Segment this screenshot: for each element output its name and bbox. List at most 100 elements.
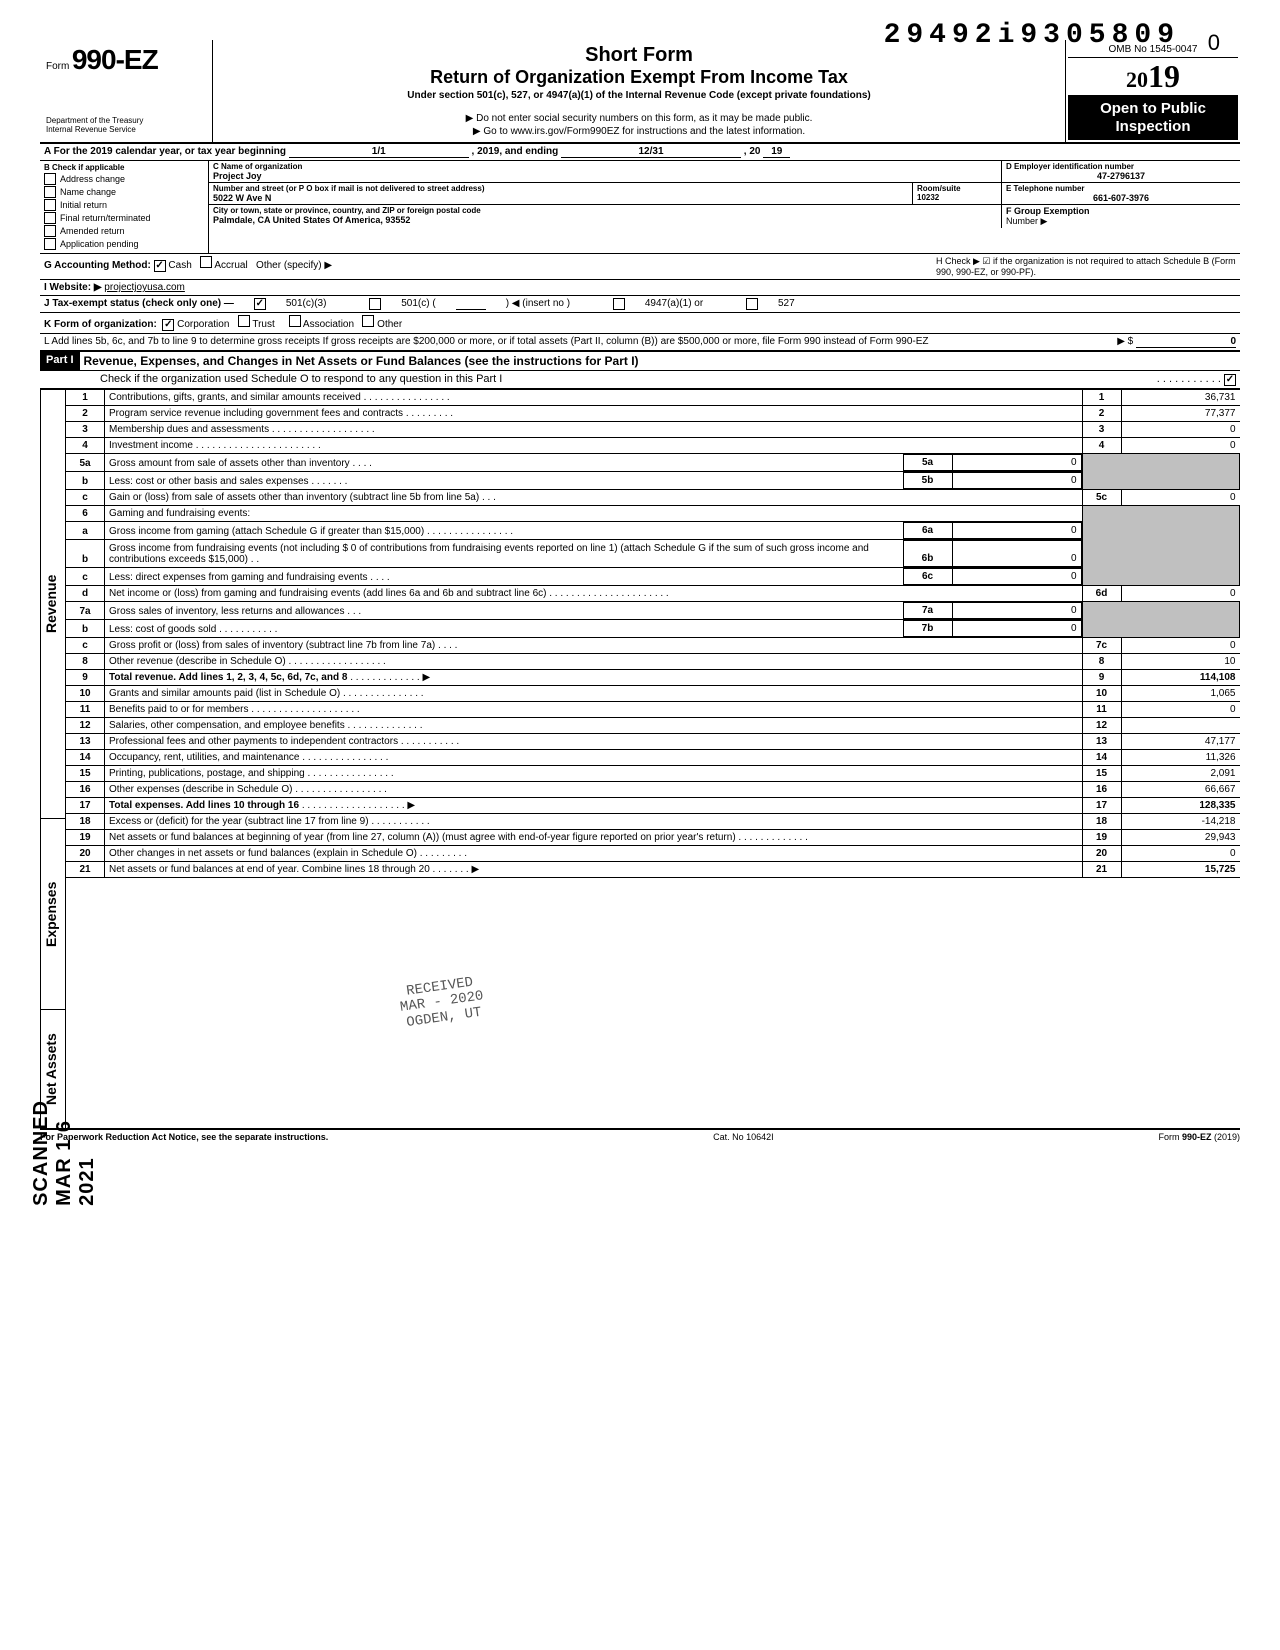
part-1-title: Revenue, Expenses, and Changes in Net As… xyxy=(80,352,643,370)
amt-6a[interactable]: 0 xyxy=(952,523,1081,539)
form-prefix: Form xyxy=(46,61,69,72)
cb-schedule-o[interactable] xyxy=(1224,374,1236,386)
side-revenue: Revenue xyxy=(40,389,66,818)
year-yy[interactable]: 19 xyxy=(763,146,790,158)
cb-amended[interactable]: Amended return xyxy=(44,225,204,237)
part-1-label: Part I xyxy=(40,352,80,370)
part-1-check: Check if the organization used Schedule … xyxy=(40,371,1240,389)
amt-14[interactable]: 11,326 xyxy=(1121,750,1240,766)
row-i-website: I Website: ▶ projectjoyusa.com xyxy=(40,280,1240,296)
col-b-checkboxes: B Check if applicable Address change Nam… xyxy=(40,161,209,253)
cb-cash[interactable] xyxy=(154,260,166,272)
line-11: 11Benefits paid to or for members . . . … xyxy=(66,702,1240,718)
amt-6c[interactable]: 0 xyxy=(952,569,1081,585)
gross-receipts[interactable]: 0 xyxy=(1136,336,1236,348)
line-4: 4Investment income . . . . . . . . . . .… xyxy=(66,438,1240,454)
year-end[interactable]: 12/31 xyxy=(561,146,741,158)
cb-527[interactable] xyxy=(746,298,758,310)
amt-3[interactable]: 0 xyxy=(1121,422,1240,438)
cb-accrual[interactable] xyxy=(200,256,212,268)
form-title: Return of Organization Exempt From Incom… xyxy=(221,67,1057,88)
tax-year: 2019 xyxy=(1068,58,1238,96)
amt-2[interactable]: 77,377 xyxy=(1121,406,1240,422)
col-cde: C Name of organization Project Joy D Emp… xyxy=(209,161,1240,253)
open-to-public: Open to Public Inspection xyxy=(1068,96,1238,140)
amt-16[interactable]: 66,667 xyxy=(1121,782,1240,798)
amt-19[interactable]: 29,943 xyxy=(1121,830,1240,846)
amt-7a[interactable]: 0 xyxy=(952,603,1081,619)
line-1: 1Contributions, gifts, grants, and simil… xyxy=(66,390,1240,406)
cb-final-return[interactable]: Final return/terminated xyxy=(44,212,204,224)
line-3: 3Membership dues and assessments . . . .… xyxy=(66,422,1240,438)
amt-9[interactable]: 114,108 xyxy=(1121,670,1240,686)
cb-501c[interactable] xyxy=(369,298,381,310)
side-expenses: Expenses xyxy=(40,818,66,1009)
line-6d: dNet income or (loss) from gaming and fu… xyxy=(66,586,1240,602)
dept-irs: Internal Revenue Service xyxy=(46,125,206,134)
amt-15[interactable]: 2,091 xyxy=(1121,766,1240,782)
line-20: 20Other changes in net assets or fund ba… xyxy=(66,846,1240,862)
line-6: 6Gaming and fundraising events: xyxy=(66,506,1240,522)
line-5b: bLess: cost or other basis and sales exp… xyxy=(66,472,1240,490)
line-2: 2Program service revenue including gover… xyxy=(66,406,1240,422)
amt-7c[interactable]: 0 xyxy=(1121,638,1240,654)
row-a-tax-year: A For the 2019 calendar year, or tax yea… xyxy=(40,144,1240,161)
cb-initial-return[interactable]: Initial return xyxy=(44,199,204,211)
city-state-zip[interactable]: Palmdale, CA United States Of America, 9… xyxy=(213,215,997,225)
amt-17[interactable]: 128,335 xyxy=(1121,798,1240,814)
amt-10[interactable]: 1,065 xyxy=(1121,686,1240,702)
line-6c: cLess: direct expenses from gaming and f… xyxy=(66,568,1240,586)
telephone[interactable]: 661-607-3976 xyxy=(1006,193,1236,203)
room-suite[interactable]: 10232 xyxy=(917,193,997,202)
side-labels: Revenue Expenses Net Assets xyxy=(40,389,66,1128)
line-12: 12Salaries, other compensation, and empl… xyxy=(66,718,1240,734)
amt-7b[interactable]: 0 xyxy=(952,621,1081,637)
cb-name-change[interactable]: Name change xyxy=(44,186,204,198)
org-name[interactable]: Project Joy xyxy=(213,171,997,181)
amt-12[interactable] xyxy=(1121,718,1240,734)
line-10: 10Grants and similar amounts paid (list … xyxy=(66,686,1240,702)
amt-5a[interactable]: 0 xyxy=(952,455,1081,471)
cb-trust[interactable] xyxy=(238,315,250,327)
dept-treasury: Department of the Treasury xyxy=(46,116,206,125)
amt-5c[interactable]: 0 xyxy=(1121,490,1240,506)
row-g-accounting: G Accounting Method: Cash Accrual Other … xyxy=(40,254,1240,280)
line-16: 16Other expenses (describe in Schedule O… xyxy=(66,782,1240,798)
row-h-schedule-b: H Check ▶ ☑ if the organization is not r… xyxy=(936,256,1236,277)
amt-6d[interactable]: 0 xyxy=(1121,586,1240,602)
cb-4947[interactable] xyxy=(613,298,625,310)
page-zero: 0 xyxy=(1208,30,1220,56)
line-13: 13Professional fees and other payments t… xyxy=(66,734,1240,750)
amt-11[interactable]: 0 xyxy=(1121,702,1240,718)
line-21: 21Net assets or fund balances at end of … xyxy=(66,862,1240,878)
amt-4[interactable]: 0 xyxy=(1121,438,1240,454)
amt-5b[interactable]: 0 xyxy=(952,473,1081,489)
amt-20[interactable]: 0 xyxy=(1121,846,1240,862)
year-begin[interactable]: 1/1 xyxy=(289,146,469,158)
line-7c: cGross profit or (loss) from sales of in… xyxy=(66,638,1240,654)
amt-18[interactable]: -14,218 xyxy=(1121,814,1240,830)
amt-6b[interactable]: 0 xyxy=(952,541,1081,567)
amt-1[interactable]: 36,731 xyxy=(1121,390,1240,406)
cb-corp[interactable] xyxy=(162,319,174,331)
cb-address-change[interactable]: Address change xyxy=(44,173,204,185)
cb-assoc[interactable] xyxy=(289,315,301,327)
cb-other-org[interactable] xyxy=(362,315,374,327)
line-19: 19Net assets or fund balances at beginni… xyxy=(66,830,1240,846)
row-j-tax-status: J Tax-exempt status (check only one) — 5… xyxy=(40,296,1240,313)
amt-8[interactable]: 10 xyxy=(1121,654,1240,670)
footer-form: Form 990-EZ (2019) xyxy=(1158,1132,1240,1142)
cb-app-pending[interactable]: Application pending xyxy=(44,238,204,250)
line-5a: 5aGross amount from sale of assets other… xyxy=(66,454,1240,472)
ein[interactable]: 47-2796137 xyxy=(1006,171,1236,181)
cb-501c3[interactable] xyxy=(254,298,266,310)
amt-21[interactable]: 15,725 xyxy=(1121,862,1240,878)
lines-table: 1Contributions, gifts, grants, and simil… xyxy=(66,389,1240,878)
amt-13[interactable]: 47,177 xyxy=(1121,734,1240,750)
header-mid: Short Form Return of Organization Exempt… xyxy=(213,40,1066,142)
line-17: 17Total expenses. Add lines 10 through 1… xyxy=(66,798,1240,814)
form-subtitle: Under section 501(c), 527, or 4947(a)(1)… xyxy=(221,90,1057,101)
website-url[interactable]: projectjoyusa.com xyxy=(104,282,185,293)
form-page: 29492i9305809 0 SCANNED MAR 1 6 2021 For… xyxy=(40,40,1240,1142)
street-address[interactable]: 5022 W Ave N xyxy=(213,193,908,203)
